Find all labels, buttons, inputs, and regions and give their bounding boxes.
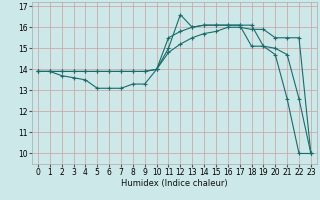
X-axis label: Humidex (Indice chaleur): Humidex (Indice chaleur) bbox=[121, 179, 228, 188]
